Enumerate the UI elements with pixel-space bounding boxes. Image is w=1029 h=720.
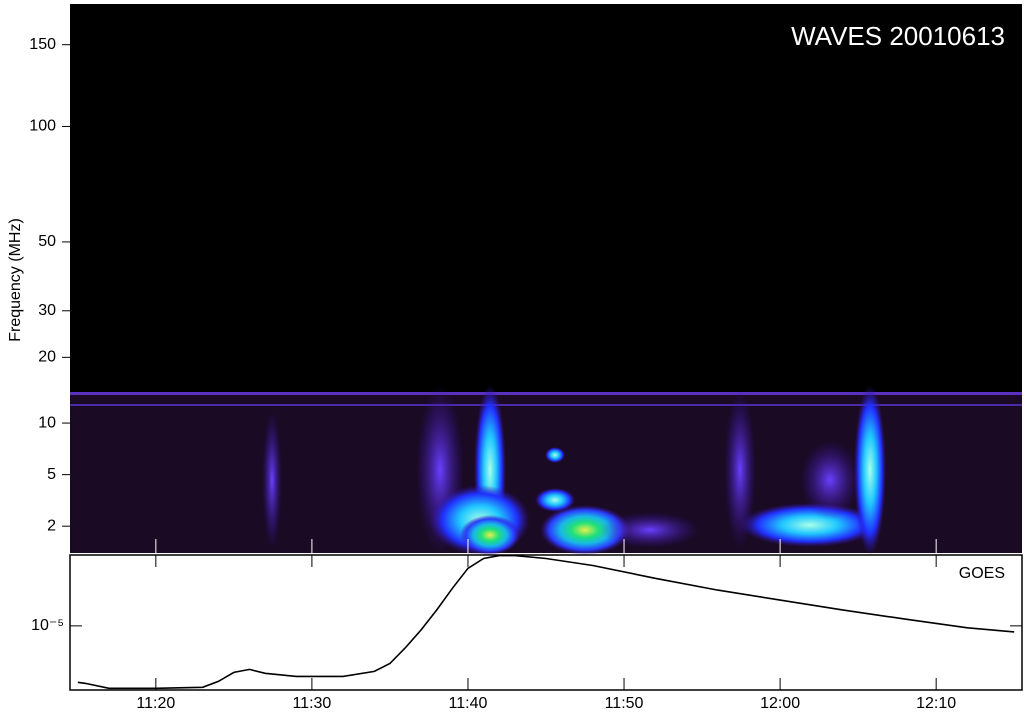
- y-tick-label: 5: [47, 466, 56, 483]
- x-tick-label: 11:40: [449, 695, 488, 712]
- x-tick-label: 11:30: [292, 695, 331, 712]
- chart-title: WAVES 20010613: [791, 21, 1005, 51]
- y-tick-label: 150: [29, 36, 56, 53]
- y-tick-label: 30: [38, 302, 56, 319]
- panel-label: GOES: [959, 565, 1005, 582]
- spectrogram-image: [70, 4, 1022, 555]
- y-tick-label: 10⁻⁵: [31, 617, 64, 634]
- x-tick-label: 11:50: [605, 695, 644, 712]
- x-tick-label: 12:00: [760, 695, 800, 712]
- y-tick-label: 20: [38, 349, 56, 366]
- y-tick-label: 10: [38, 414, 56, 431]
- y-tick-label: 100: [29, 118, 56, 135]
- x-tick-label: 12:10: [916, 695, 956, 712]
- x-tick-label: 11:20: [136, 695, 175, 712]
- y-tick-label: 50: [38, 233, 56, 250]
- goes-curve: [77, 554, 1015, 690]
- y-tick-label: 2: [47, 517, 56, 534]
- goes-panel: [69, 554, 1023, 691]
- y-axis-label: Frequency (MHz): [7, 218, 24, 342]
